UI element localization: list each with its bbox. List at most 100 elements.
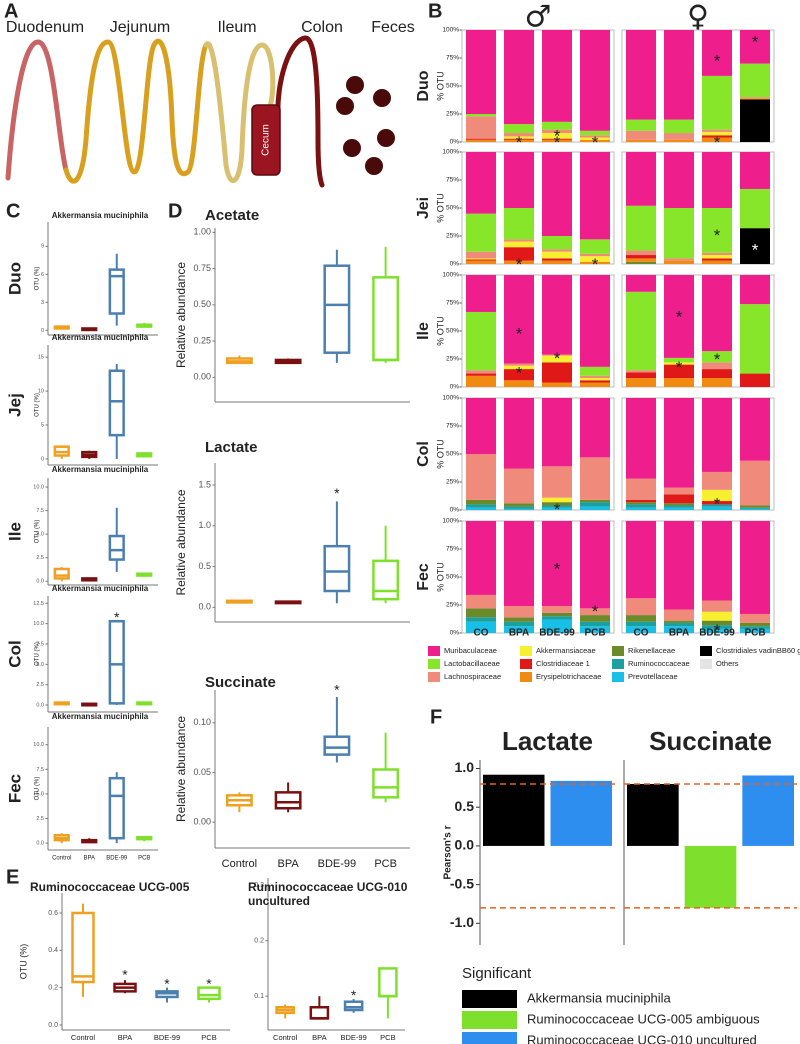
- stacked-segment: [580, 30, 610, 131]
- stacked-segment: [542, 466, 572, 498]
- y-axis-label: Relative abundance: [174, 716, 188, 822]
- y-tick-label: 15: [38, 355, 44, 361]
- segment-label: Duodenum: [6, 19, 84, 36]
- stacked-segment: [504, 239, 534, 242]
- y-tick-label: 2.5: [36, 816, 44, 822]
- y-tick-label: 0%: [450, 139, 460, 146]
- chart-title: Ruminococcaceae UCG-005: [30, 880, 190, 894]
- chart-title: Lactate: [205, 439, 258, 456]
- y-axis-label: OTU (%): [35, 777, 41, 801]
- stacked-segment: [504, 468, 534, 504]
- significance-star: *: [516, 324, 523, 343]
- stacked-segment: [626, 119, 656, 131]
- feces-pellet: [346, 76, 364, 94]
- chart-title: uncultured: [248, 894, 310, 908]
- stacked-segment: [664, 30, 694, 120]
- stacked-segment: [626, 139, 656, 142]
- stacked-segment: [580, 621, 610, 627]
- stacked-segment: [664, 260, 694, 264]
- stacked-segment: [580, 615, 610, 622]
- stacked-segment: [664, 494, 694, 504]
- stacked-segment: [504, 369, 534, 381]
- x-tick-label: PCB: [201, 1033, 216, 1042]
- chart-title: Akkermansia muciniphila: [52, 211, 149, 220]
- x-tick-label: PCB: [380, 1033, 395, 1042]
- y-tick-label: 0.2: [48, 984, 58, 991]
- stacked-segment: [542, 275, 572, 355]
- x-tick-label: BDE-99: [340, 1033, 366, 1042]
- row-label: Jej: [5, 393, 24, 417]
- stacked-segment: [580, 626, 610, 633]
- stacked-segment: [504, 617, 534, 622]
- y-tick-label: 0%: [450, 261, 460, 268]
- stacked-segment: [664, 364, 694, 379]
- y-tick-label: 0.10: [193, 717, 211, 727]
- y-tick-label: 0: [41, 456, 44, 462]
- stacked-segment: [504, 506, 534, 509]
- box-body: [323, 544, 351, 593]
- stacked-segment: [466, 375, 496, 387]
- stacked-segment: [580, 398, 610, 458]
- bar: [483, 774, 545, 846]
- stacked-segment: [466, 260, 496, 264]
- stacked-segment: [626, 499, 656, 503]
- y-tick-label: 0.2: [254, 938, 264, 945]
- stacked-segment: [664, 258, 694, 261]
- stacked-segment: [702, 252, 732, 256]
- stacked-segment: [664, 503, 694, 506]
- y-tick-label: 0%: [450, 630, 460, 637]
- stacked-segment: [740, 98, 770, 100]
- stacked-segment: [626, 626, 656, 633]
- y-tick-label: 0.0: [36, 702, 44, 708]
- y-tick-label: 75%: [446, 423, 459, 430]
- stacked-segment: [702, 30, 732, 76]
- stacked-segment: [702, 369, 732, 379]
- stacked-segment: [466, 621, 496, 633]
- y-tick-label: 0.00: [193, 817, 211, 827]
- stacked-segment: [504, 365, 534, 370]
- panel-label: F: [430, 706, 442, 728]
- stacked-segment: [702, 131, 732, 136]
- significance-star: *: [554, 133, 561, 152]
- significance-star: *: [676, 308, 683, 327]
- stacked-segment: [626, 30, 656, 120]
- row-label: Jei: [415, 197, 432, 219]
- stacked-segment: [542, 521, 572, 607]
- y-tick-label: 50%: [446, 574, 459, 581]
- stacked-segment: [466, 275, 496, 312]
- stacked-segment: [504, 138, 534, 140]
- stacked-segment: [580, 130, 610, 136]
- stacked-segment: [580, 139, 610, 142]
- stacked-segment: [504, 275, 534, 364]
- legend-swatch: [520, 672, 532, 682]
- y-tick-label: 0.00: [193, 372, 211, 382]
- box-body: [372, 276, 400, 362]
- box-body: [372, 559, 400, 601]
- stacked-segment: [702, 135, 732, 138]
- stacked-segment: [702, 600, 732, 612]
- significance-star: *: [714, 621, 721, 640]
- panel-label: A: [4, 0, 18, 22]
- feces-pellet: [343, 139, 361, 157]
- legend-swatch: [520, 646, 532, 656]
- stacked-segment: [466, 138, 496, 140]
- stacked-segment: [740, 188, 770, 229]
- stacked-segment: [740, 97, 770, 99]
- stacked-segment: [702, 137, 732, 142]
- chart-title: Akkermansia muciniphila: [52, 333, 149, 342]
- stacked-segment: [466, 454, 496, 500]
- legend-label: Rikenellaceae: [628, 646, 675, 655]
- y-axis-label: % OTU: [435, 562, 445, 592]
- panel-label: C: [6, 200, 20, 222]
- x-tick-label: BDE-99: [699, 628, 735, 639]
- significance-star: *: [554, 349, 561, 368]
- gut-diagram: [5, 35, 395, 188]
- significance-star: *: [592, 602, 599, 621]
- stacked-segment: [542, 251, 572, 259]
- chart-title: Ruminococcaceae UCG-010: [248, 880, 408, 894]
- significance-star: *: [114, 609, 120, 625]
- significance-star: *: [752, 241, 759, 260]
- stacked-segment: [542, 616, 572, 620]
- stacked-segment: [542, 138, 572, 140]
- y-tick-label: 0.50: [193, 299, 211, 309]
